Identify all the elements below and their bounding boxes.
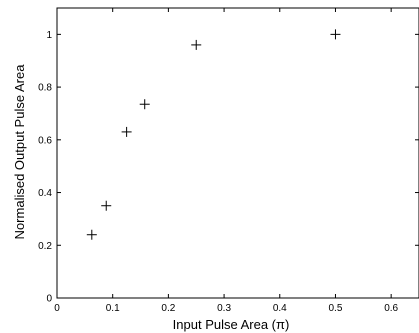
x-axis-title: Input Pulse Area (π) bbox=[173, 317, 290, 332]
y-tick-label: 0.4 bbox=[38, 188, 52, 199]
x-tick-label: 0.5 bbox=[329, 303, 343, 314]
y-axis-ticks: 0 0.2 0.4 0.6 0.8 1 bbox=[38, 30, 419, 305]
y-tick-label: 0.8 bbox=[38, 83, 52, 94]
y-tick-label: 0 bbox=[46, 294, 52, 305]
x-tick-label: 0.1 bbox=[106, 303, 120, 314]
y-axis-title: Normalised Output Pulse Area bbox=[12, 64, 27, 240]
x-tick-label: 0.6 bbox=[384, 303, 398, 314]
data-point bbox=[191, 39, 202, 50]
data-point bbox=[330, 29, 341, 40]
y-tick-label: 0.6 bbox=[38, 135, 52, 146]
x-tick-label: 0 bbox=[54, 303, 60, 314]
plot-area bbox=[56, 7, 419, 299]
data-point bbox=[101, 200, 112, 211]
data-point bbox=[86, 229, 97, 240]
y-tick-label: 1 bbox=[46, 30, 52, 41]
x-tick-label: 0.4 bbox=[273, 303, 287, 314]
y-tick-label: 0.2 bbox=[38, 241, 52, 252]
data-point bbox=[121, 126, 132, 137]
data-points bbox=[86, 29, 341, 240]
x-tick-label: 0.3 bbox=[217, 303, 231, 314]
x-tick-label: 0.2 bbox=[161, 303, 175, 314]
x-axis-ticks: 0 0.1 0.2 0.3 0.4 0.5 0.6 bbox=[54, 8, 399, 314]
data-point bbox=[139, 99, 150, 110]
